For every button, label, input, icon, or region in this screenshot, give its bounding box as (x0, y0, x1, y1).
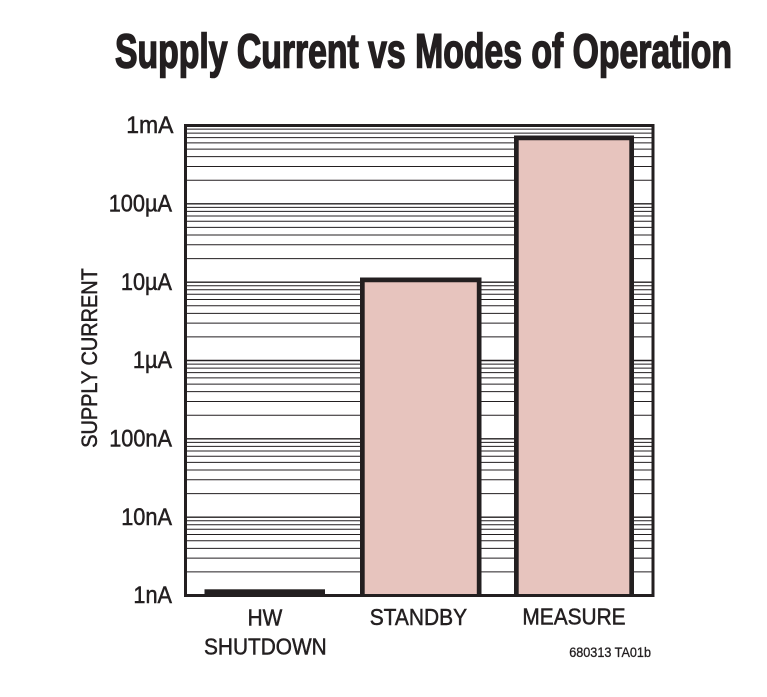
svg-text:SHUTDOWN: SHUTDOWN (204, 634, 327, 660)
svg-text:SUPPLY CURRENT: SUPPLY CURRENT (77, 268, 102, 448)
svg-text:1nA: 1nA (133, 582, 172, 609)
svg-text:HW: HW (248, 605, 283, 631)
svg-text:680313 TA01b: 680313 TA01b (569, 644, 651, 660)
svg-text:100µA: 100µA (109, 190, 172, 217)
svg-text:10nA: 10nA (121, 504, 172, 531)
svg-text:10µA: 10µA (121, 269, 172, 296)
svg-text:STANDBY: STANDBY (370, 604, 467, 630)
svg-text:Supply Current vs Modes of Ope: Supply Current vs Modes of Operation (115, 26, 732, 79)
svg-text:100nA: 100nA (109, 425, 172, 452)
svg-text:MEASURE: MEASURE (522, 604, 625, 630)
svg-text:1mA: 1mA (126, 112, 173, 139)
svg-text:1µA: 1µA (133, 347, 172, 374)
